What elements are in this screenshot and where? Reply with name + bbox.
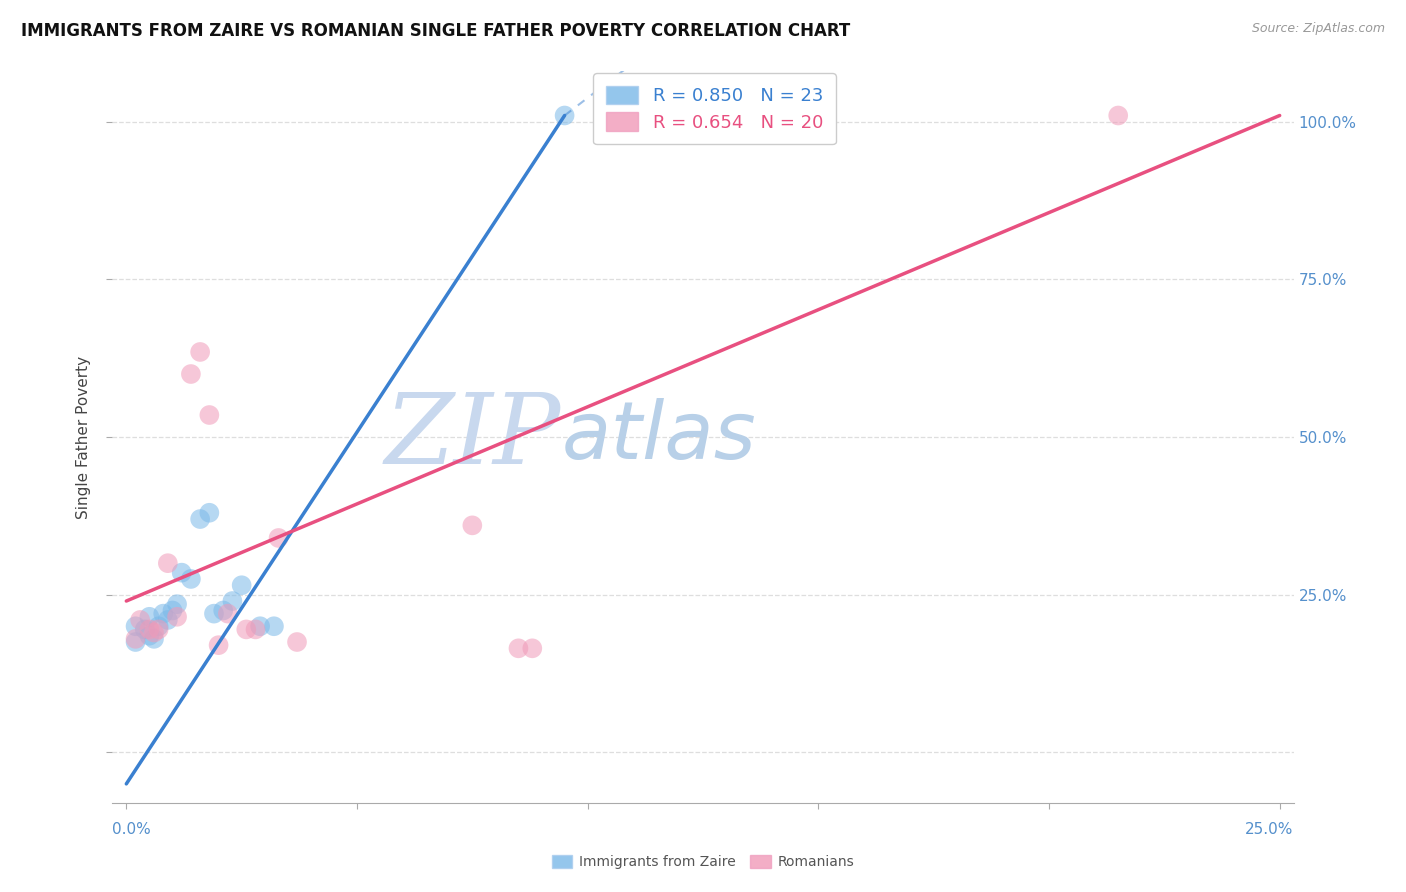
Point (156, 556, 179, 570)
Text: 0.0%: 0.0% (112, 822, 152, 837)
Point (202, 607, 225, 621)
Point (152, 607, 174, 621)
Point (212, 603, 235, 617)
Text: ZIP: ZIP (385, 390, 561, 484)
Point (162, 603, 184, 617)
Point (645, 121, 668, 136)
Text: IMMIGRANTS FROM ZAIRE VS ROMANIAN SINGLE FATHER POVERTY CORRELATION CHART: IMMIGRANTS FROM ZAIRE VS ROMANIAN SINGLE… (21, 22, 851, 40)
Point (263, 619, 285, 633)
Point (249, 619, 271, 633)
Legend: R = 0.850   N = 23, R = 0.654   N = 20: R = 0.850 N = 23, R = 0.654 N = 20 (593, 73, 835, 145)
Point (148, 619, 170, 633)
Point (129, 613, 152, 627)
Point (143, 625, 166, 640)
Point (134, 623, 156, 637)
Point (217, 607, 239, 621)
Text: 25.0%: 25.0% (1246, 822, 1294, 837)
Point (221, 594, 243, 608)
Point (461, 518, 484, 533)
Point (124, 635, 146, 649)
Point (508, 641, 530, 656)
Point (143, 632, 166, 646)
Point (188, 345, 211, 359)
Point (148, 623, 170, 637)
Point (124, 632, 146, 646)
Point (267, 531, 290, 545)
Point (166, 597, 188, 611)
Point (207, 638, 229, 652)
Point (188, 512, 211, 526)
Text: atlas: atlas (561, 398, 756, 476)
Point (245, 623, 267, 637)
Point (231, 578, 253, 592)
Point (198, 506, 221, 520)
Point (138, 609, 160, 624)
Point (156, 613, 179, 627)
Point (170, 566, 193, 580)
Point (138, 629, 160, 643)
Point (554, 108, 576, 122)
Legend: Immigrants from Zaire, Romanians: Immigrants from Zaire, Romanians (544, 848, 862, 876)
Point (285, 635, 308, 649)
Y-axis label: Single Father Poverty: Single Father Poverty (76, 356, 91, 518)
Point (180, 572, 202, 586)
Point (180, 367, 202, 381)
Point (522, 641, 544, 656)
Text: Source: ZipAtlas.com: Source: ZipAtlas.com (1251, 22, 1385, 36)
Point (235, 623, 257, 637)
Point (124, 619, 146, 633)
Point (1107, 108, 1129, 122)
Point (138, 623, 160, 637)
Point (166, 609, 188, 624)
Point (198, 408, 221, 422)
